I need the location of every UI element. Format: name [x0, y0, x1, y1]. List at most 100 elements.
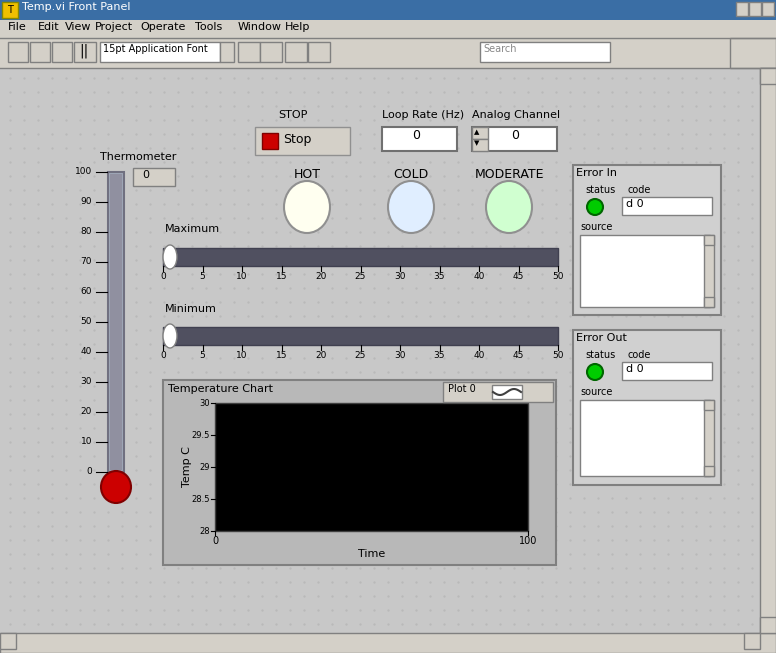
- Text: 60: 60: [81, 287, 92, 296]
- Text: 5: 5: [199, 272, 206, 281]
- Text: status: status: [585, 185, 615, 195]
- Text: Operate: Operate: [140, 22, 185, 32]
- Bar: [30, 42, 50, 62]
- Text: 40: 40: [81, 347, 92, 357]
- Text: 15: 15: [275, 351, 287, 360]
- Bar: [285, 42, 307, 62]
- Text: 50: 50: [553, 351, 563, 360]
- Bar: [472, 139, 488, 151]
- Text: View: View: [65, 22, 92, 32]
- Bar: [704, 466, 714, 476]
- Bar: [238, 42, 260, 62]
- Bar: [580, 235, 710, 307]
- Ellipse shape: [284, 181, 330, 233]
- Bar: [580, 400, 710, 476]
- Bar: [762, 2, 774, 16]
- Text: STOP: STOP: [278, 110, 307, 120]
- Text: ▼: ▼: [474, 140, 480, 146]
- Text: Plot 0: Plot 0: [448, 384, 476, 394]
- Bar: [0, 0, 776, 20]
- Ellipse shape: [163, 245, 177, 269]
- Bar: [704, 400, 714, 410]
- Bar: [0, 38, 776, 68]
- Text: Temp.vi Front Panel: Temp.vi Front Panel: [22, 2, 130, 12]
- Text: 100: 100: [74, 168, 92, 176]
- Text: Window: Window: [238, 22, 282, 32]
- Ellipse shape: [587, 364, 603, 380]
- Text: 40: 40: [473, 272, 485, 281]
- Text: Loop Rate (Hz): Loop Rate (Hz): [382, 110, 464, 120]
- Bar: [100, 42, 220, 62]
- Bar: [163, 380, 556, 565]
- Bar: [704, 235, 714, 307]
- Bar: [573, 165, 721, 315]
- Bar: [480, 42, 610, 62]
- Text: Edit: Edit: [38, 22, 60, 32]
- Text: Stop: Stop: [283, 133, 311, 146]
- Bar: [0, 68, 760, 633]
- Bar: [163, 327, 558, 345]
- Bar: [133, 168, 175, 186]
- Bar: [492, 385, 522, 399]
- Text: 45: 45: [513, 351, 524, 360]
- Text: 0: 0: [142, 170, 149, 180]
- Text: Error In: Error In: [576, 168, 617, 178]
- Text: T: T: [7, 5, 13, 15]
- Text: 20: 20: [315, 351, 327, 360]
- Bar: [2, 2, 18, 18]
- Text: Analog Channel: Analog Channel: [472, 110, 560, 120]
- Ellipse shape: [587, 199, 603, 215]
- Bar: [704, 297, 714, 307]
- Text: Project: Project: [95, 22, 133, 32]
- Text: HOT: HOT: [293, 168, 320, 181]
- Text: 10: 10: [81, 438, 92, 447]
- Bar: [52, 42, 72, 62]
- Bar: [704, 400, 714, 476]
- Bar: [736, 2, 748, 16]
- Text: 35: 35: [434, 351, 445, 360]
- Text: 15pt Application Font: 15pt Application Font: [103, 44, 208, 54]
- Text: 0: 0: [86, 468, 92, 477]
- Bar: [760, 68, 776, 633]
- Bar: [622, 362, 712, 380]
- Text: Minimum: Minimum: [165, 304, 217, 314]
- Bar: [262, 133, 278, 149]
- Text: source: source: [580, 222, 612, 232]
- Ellipse shape: [388, 181, 434, 233]
- Bar: [760, 68, 776, 84]
- Text: 70: 70: [81, 257, 92, 266]
- Text: 0: 0: [412, 129, 420, 142]
- Text: 0: 0: [212, 536, 218, 546]
- Text: 30: 30: [394, 272, 406, 281]
- Text: 15: 15: [275, 272, 287, 281]
- Bar: [215, 403, 528, 531]
- Text: 0: 0: [160, 272, 166, 281]
- Ellipse shape: [486, 181, 532, 233]
- Text: 25: 25: [355, 272, 366, 281]
- Text: source: source: [580, 387, 612, 397]
- Text: 40: 40: [473, 351, 485, 360]
- Text: status: status: [585, 350, 615, 360]
- Ellipse shape: [163, 324, 177, 348]
- Bar: [472, 127, 557, 151]
- Text: 45: 45: [513, 272, 524, 281]
- Text: 0: 0: [511, 129, 519, 142]
- Bar: [0, 633, 776, 653]
- Bar: [622, 197, 712, 215]
- Text: 90: 90: [81, 197, 92, 206]
- Text: code: code: [628, 185, 651, 195]
- Bar: [573, 330, 721, 485]
- Bar: [110, 174, 122, 470]
- Bar: [74, 42, 96, 62]
- Text: 50: 50: [553, 272, 563, 281]
- Bar: [730, 38, 776, 68]
- Bar: [255, 127, 350, 155]
- Text: d 0: d 0: [626, 364, 643, 374]
- Text: Tools: Tools: [195, 22, 222, 32]
- Bar: [220, 42, 234, 62]
- Text: code: code: [628, 350, 651, 360]
- Text: 30: 30: [81, 377, 92, 387]
- Text: 30: 30: [199, 398, 210, 407]
- Text: Temp C: Temp C: [182, 447, 192, 487]
- Text: ▲: ▲: [474, 129, 480, 135]
